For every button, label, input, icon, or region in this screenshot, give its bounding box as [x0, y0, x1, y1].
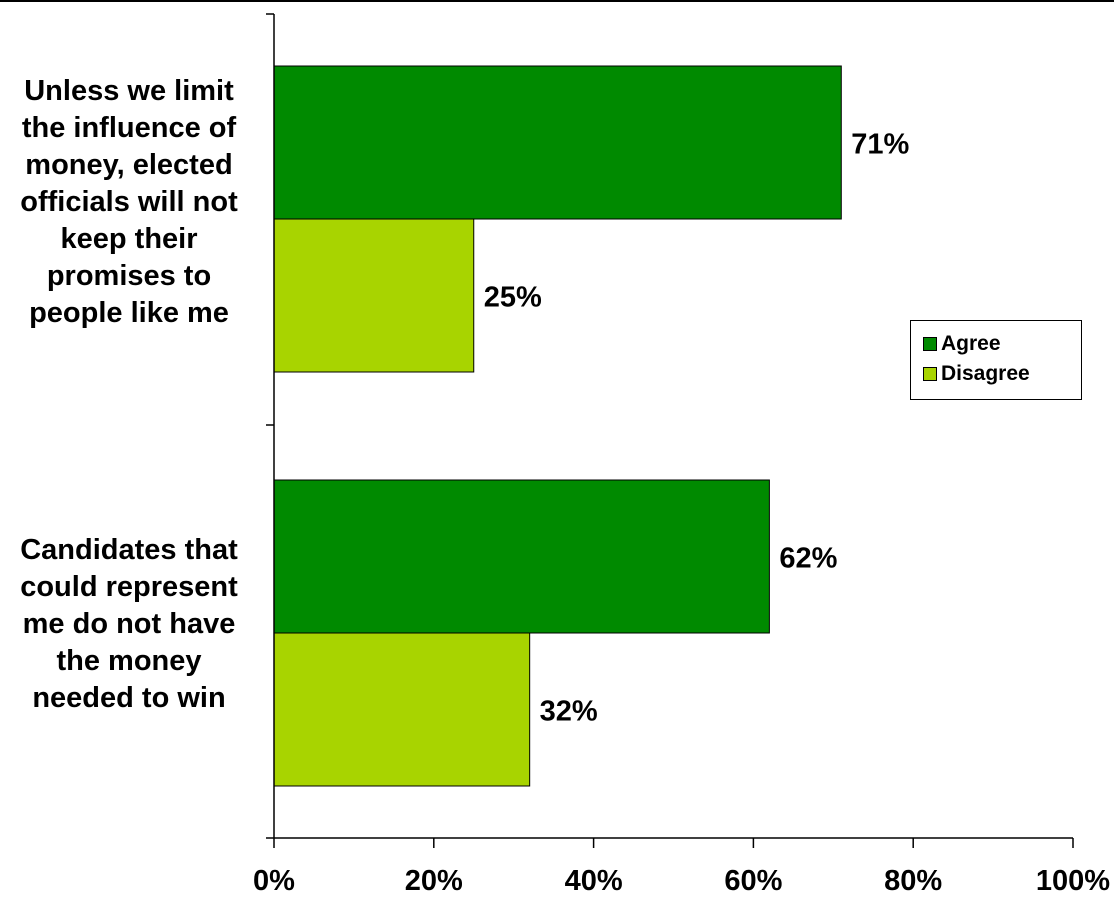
category-label-0: Unless we limit the influence of money, …: [20, 75, 238, 329]
legend-item-disagree: Disagree: [923, 359, 1081, 389]
x-tick-label-80: 80%: [884, 865, 942, 897]
bar-agree-0: [273, 65, 842, 220]
x-tick-label-20: 20%: [405, 865, 463, 897]
bar-disagree-1: [273, 632, 531, 787]
data-label-agree-1: 62%: [779, 543, 837, 575]
bar-agree-1: [273, 479, 770, 634]
legend-label-disagree: Disagree: [941, 362, 1030, 385]
legend-swatch-disagree: [923, 367, 937, 381]
data-label-disagree-0: 25%: [484, 282, 542, 314]
x-tick-label-0: 0%: [253, 865, 295, 897]
legend-label-agree: Agree: [941, 332, 1001, 355]
data-label-disagree-1: 32%: [540, 696, 598, 728]
category-label-1: Candidates that could represent me do no…: [20, 534, 238, 714]
bar-disagree-0: [273, 218, 475, 373]
legend: Agree Disagree: [910, 320, 1082, 400]
x-tick-label-60: 60%: [724, 865, 782, 897]
legend-item-agree: Agree: [923, 329, 1081, 359]
x-tick-label-40: 40%: [565, 865, 623, 897]
legend-swatch-agree: [923, 337, 937, 351]
data-label-agree-0: 71%: [851, 129, 909, 161]
x-tick-label-100: 100%: [1036, 865, 1110, 897]
